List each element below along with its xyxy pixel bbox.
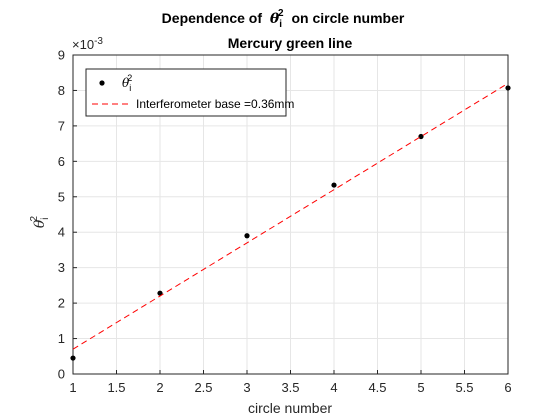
legend-marker-points xyxy=(99,80,105,86)
x-tick-label: 2 xyxy=(156,380,163,395)
x-axis-label: circle number xyxy=(248,400,332,416)
y-tick-label: 0 xyxy=(58,367,65,382)
y-tick-label: 1 xyxy=(58,331,65,346)
data-point xyxy=(244,233,250,239)
data-point xyxy=(70,355,76,361)
y-axis-ticks: 0 1 2 3 4 5 6 7 8 9 xyxy=(58,48,77,382)
y-tick-label: 8 xyxy=(58,83,65,98)
y-tick-label: 4 xyxy=(58,225,65,240)
x-tick-label: 1 xyxy=(69,380,76,395)
data-point xyxy=(157,290,163,296)
x-tick-label: 4.5 xyxy=(368,380,386,395)
x-axis-ticks: 1 1.5 2 2.5 3 3.5 4 4.5 5 5.5 6 xyxy=(69,370,512,395)
y-exponent-power: -3 xyxy=(94,36,103,47)
y-axis-label-superscript: 2 xyxy=(29,215,40,221)
y-tick-label: 3 xyxy=(58,260,65,275)
legend-points-subscript: i xyxy=(129,83,131,93)
x-tick-label: 5 xyxy=(417,380,424,395)
series-layer xyxy=(70,82,511,361)
x-tick-label: 5.5 xyxy=(455,380,473,395)
fit-line xyxy=(72,82,509,350)
x-tick-label: 3 xyxy=(243,380,250,395)
y-exponent-label: ×10-3 xyxy=(72,36,103,52)
legend-box xyxy=(85,68,287,117)
chart-title-tail: on circle number xyxy=(292,10,405,26)
legend: θi2 Interferometer base =0.36mm xyxy=(85,68,294,117)
y-axis-label-subscript: i xyxy=(40,217,51,219)
chart-title-symbol: θ xyxy=(270,11,280,27)
y-tick-label: 9 xyxy=(58,48,65,63)
data-point xyxy=(331,182,337,188)
chart-title-main: Dependence of xyxy=(162,10,263,26)
data-point xyxy=(418,133,424,140)
legend-label-points: θi2 xyxy=(122,73,132,93)
svg-text:θi2: θi2 xyxy=(29,215,51,228)
y-exponent-base: ×10 xyxy=(72,37,94,52)
chart-title: Dependence of θi2 on circle number xyxy=(162,3,405,30)
legend-points-symbol: θ xyxy=(122,76,130,90)
y-tick-label: 5 xyxy=(58,189,65,204)
data-point xyxy=(505,85,511,91)
chart-title-superscript: 2 xyxy=(278,8,284,19)
legend-points-superscript: 2 xyxy=(127,73,132,83)
y-axis-label: θi2 xyxy=(29,215,51,228)
y-tick-label: 7 xyxy=(58,118,65,133)
y-axis-label-symbol: θ xyxy=(32,219,48,228)
x-tick-label: 2.5 xyxy=(194,380,212,395)
x-tick-label: 3.5 xyxy=(281,380,299,395)
y-tick-label: 2 xyxy=(58,296,65,311)
y-tick-label: 6 xyxy=(58,154,65,169)
x-tick-label: 4 xyxy=(330,380,337,395)
chart-subtitle: Mercury green line xyxy=(228,35,353,51)
x-tick-label: 1.5 xyxy=(107,380,125,395)
legend-label-fit: Interferometer base =0.36mm xyxy=(136,97,294,111)
x-tick-label: 6 xyxy=(504,380,511,395)
chart-title-subscript: i xyxy=(279,19,282,30)
